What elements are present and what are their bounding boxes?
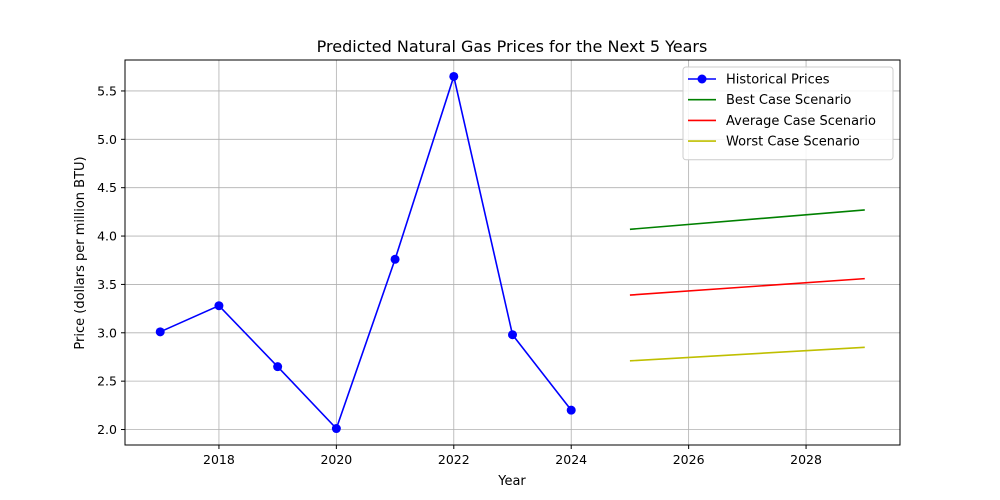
worst-case-scenario-line <box>629 346 865 362</box>
historical-prices-point <box>155 327 165 337</box>
historical-prices-point <box>390 254 400 264</box>
y-axis-label: Price (dollars per million BTU) <box>73 156 88 349</box>
historical-prices-point <box>214 301 224 311</box>
y-tick-label: 3.0 <box>97 325 117 340</box>
legend: Historical Prices Best Case Scenario Avera… <box>682 66 894 161</box>
series-layer <box>155 71 865 434</box>
historical-prices-point <box>331 424 341 434</box>
y-tick-label: 5.5 <box>97 83 117 98</box>
average-case-scenario-line <box>629 277 865 296</box>
historical-prices-point <box>566 405 576 415</box>
chart-title: Predicted Natural Gas Prices for the Nex… <box>317 37 708 56</box>
legend-box <box>682 66 894 161</box>
legend-label-historical-prices: Historical Prices <box>726 73 830 88</box>
legend-label-worst-case-scenario: Worst Case Scenario <box>726 135 860 150</box>
legend-label-average-case-scenario: Average Case Scenario <box>726 114 876 129</box>
historical-prices-point <box>508 330 517 340</box>
axis-ticks: 2018 2020 2022 2024 2026 2028 2.0 2.5 3.0 3.5 4.0 4… <box>97 83 822 467</box>
x-tick-label: 2024 <box>555 452 587 467</box>
x-axis-label: Year <box>497 474 526 489</box>
x-tick-label: 2022 <box>438 452 470 467</box>
best-case-scenario-line <box>629 209 865 231</box>
legend-label-best-case-scenario: Best Case Scenario <box>726 93 851 108</box>
historical-prices-point <box>273 362 283 372</box>
y-tick-label: 3.5 <box>97 277 117 292</box>
y-tick-label: 4.5 <box>97 180 117 195</box>
plot-frame <box>124 59 901 446</box>
y-tick-label: 4.0 <box>97 229 117 244</box>
legend-marker-historical-prices <box>697 74 707 84</box>
y-tick-label: 5.0 <box>97 132 117 147</box>
x-tick-label: 2028 <box>790 452 822 467</box>
x-tick-label: 2026 <box>673 452 705 467</box>
historical-prices-line <box>159 73 572 431</box>
y-tick-label: 2.5 <box>97 374 117 389</box>
x-tick-label: 2018 <box>203 452 235 467</box>
historical-prices-point <box>449 71 459 81</box>
x-tick-label: 2020 <box>320 452 352 467</box>
y-tick-label: 2.0 <box>97 422 117 437</box>
